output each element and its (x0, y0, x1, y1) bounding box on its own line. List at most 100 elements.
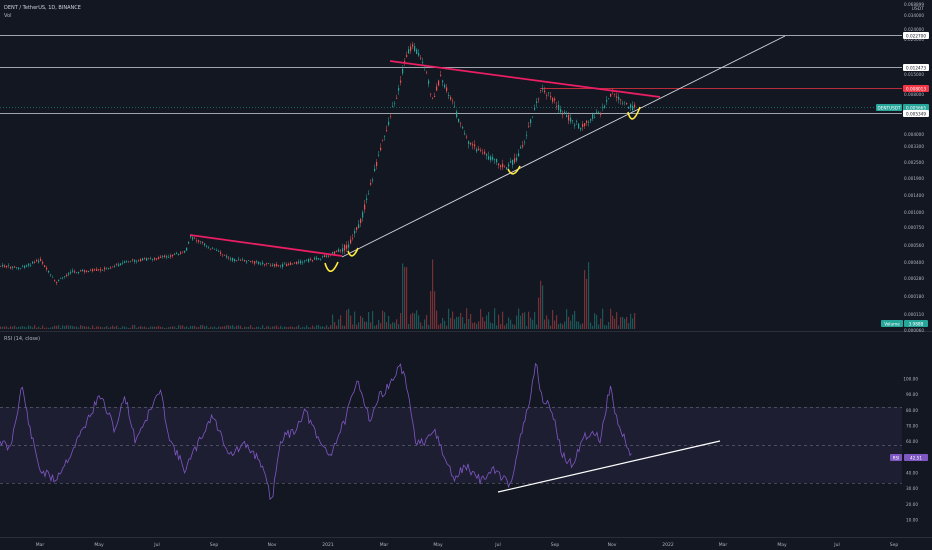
volume-bar (388, 315, 390, 329)
price-axis[interactable]: USDT 0.0688990.0340000.0240000.0200000.0… (904, 2, 924, 333)
volume-bar (562, 324, 564, 329)
volume-bar (36, 327, 38, 329)
trendline-resistance-2021[interactable] (389, 60, 661, 98)
candle-body (332, 251, 334, 254)
volume-bar (132, 325, 134, 329)
candle-body (480, 150, 482, 151)
volume-bar (216, 327, 218, 329)
volume-bar (260, 327, 262, 329)
rsi-tick-label: 70.00 (906, 424, 918, 429)
candle-body (558, 104, 560, 110)
candle-body (340, 250, 342, 251)
volume-bar (394, 322, 396, 329)
candle-body (106, 267, 108, 269)
rsi-support-trendline[interactable] (497, 440, 721, 493)
volume-bar (326, 325, 328, 329)
volume-bar (568, 316, 570, 329)
candle-body (216, 249, 218, 251)
trendline-resistance-2020[interactable] (189, 234, 343, 257)
candle-body (232, 257, 234, 261)
candle-body (68, 273, 70, 275)
time-axis-label: Mar (719, 542, 728, 548)
candle-body (304, 260, 306, 262)
volume-bar (588, 262, 590, 329)
volume-bar (284, 326, 286, 329)
candle-body (126, 261, 128, 263)
candle-body (412, 44, 414, 47)
volume-bar (262, 325, 264, 329)
volume-bar (376, 324, 378, 329)
volume-bar (148, 327, 150, 329)
volume-bar (614, 318, 616, 329)
candle-body (208, 247, 210, 249)
volume-bar (306, 325, 308, 329)
candle-body (384, 136, 386, 137)
candle-body (442, 80, 444, 82)
drawings[interactable] (189, 35, 786, 273)
volume-bar (60, 327, 62, 329)
volume-bar (488, 311, 490, 329)
volume-bar (146, 327, 148, 329)
volume-bar (324, 327, 326, 329)
volume-bar (564, 321, 566, 329)
candle-body (160, 256, 162, 258)
volume-bar (538, 297, 540, 329)
candle-body (318, 258, 320, 260)
candle-body (18, 267, 20, 269)
volume-bar (76, 326, 78, 329)
candle-body (80, 270, 82, 272)
candle-body (166, 256, 168, 258)
rsi-pane[interactable]: RSI (14, close) (0, 336, 902, 500)
candle-body (234, 258, 236, 261)
candle-body (254, 261, 256, 264)
candle-body (478, 148, 480, 151)
candle-body (510, 161, 512, 163)
candle-body (158, 257, 160, 260)
price-axis-unit: USDT (912, 6, 925, 12)
candle-body (436, 86, 438, 91)
candle-body (540, 90, 542, 91)
candle-body (110, 267, 112, 269)
candle-body (284, 263, 286, 265)
time-axis-label: Mar (380, 542, 389, 548)
candle-body (62, 277, 64, 279)
candle-body (598, 112, 600, 113)
highlight-curve-1[interactable] (324, 261, 339, 273)
volume-bar (298, 325, 300, 329)
volume-bar (200, 325, 202, 329)
volume-bar (218, 326, 220, 329)
rsi-axis[interactable]: 100.0090.0080.0070.0060.0050.0040.0030.0… (903, 377, 918, 523)
candle-body (202, 241, 204, 243)
highlight-curve-3[interactable] (507, 165, 521, 175)
volume-bar (176, 327, 178, 329)
volume-bar (226, 325, 228, 329)
highlight-curve-2[interactable] (347, 247, 359, 257)
candle-body (148, 258, 150, 259)
candle-body (184, 250, 186, 253)
candle-body (132, 259, 134, 261)
candle-body (176, 252, 178, 254)
price-tick-label: 0.003300 (904, 144, 924, 149)
candle-body (544, 90, 546, 93)
volume-bar (64, 326, 66, 329)
volume-bar (112, 325, 114, 329)
candle-body (564, 111, 566, 114)
volume-bar (116, 325, 118, 329)
highlight-curve-4[interactable] (627, 106, 641, 120)
candle-body (398, 88, 400, 91)
candle-body (200, 241, 202, 243)
volume-bar (172, 326, 174, 329)
trendline-support[interactable] (341, 35, 786, 258)
time-axis[interactable]: Mar May Jul Sep Nov 2021 Mar May Jul Sep Nov 2022 Ma… (36, 542, 899, 548)
candle-body (260, 263, 262, 265)
volume-bar (50, 327, 52, 329)
candle-body (454, 106, 456, 107)
volume-bar (390, 324, 392, 329)
candle-body (64, 276, 66, 277)
volume-bar (138, 326, 140, 329)
volume-bar (544, 319, 546, 329)
candle-body (196, 240, 198, 242)
candle-body (516, 157, 518, 161)
candle-body (174, 254, 176, 255)
